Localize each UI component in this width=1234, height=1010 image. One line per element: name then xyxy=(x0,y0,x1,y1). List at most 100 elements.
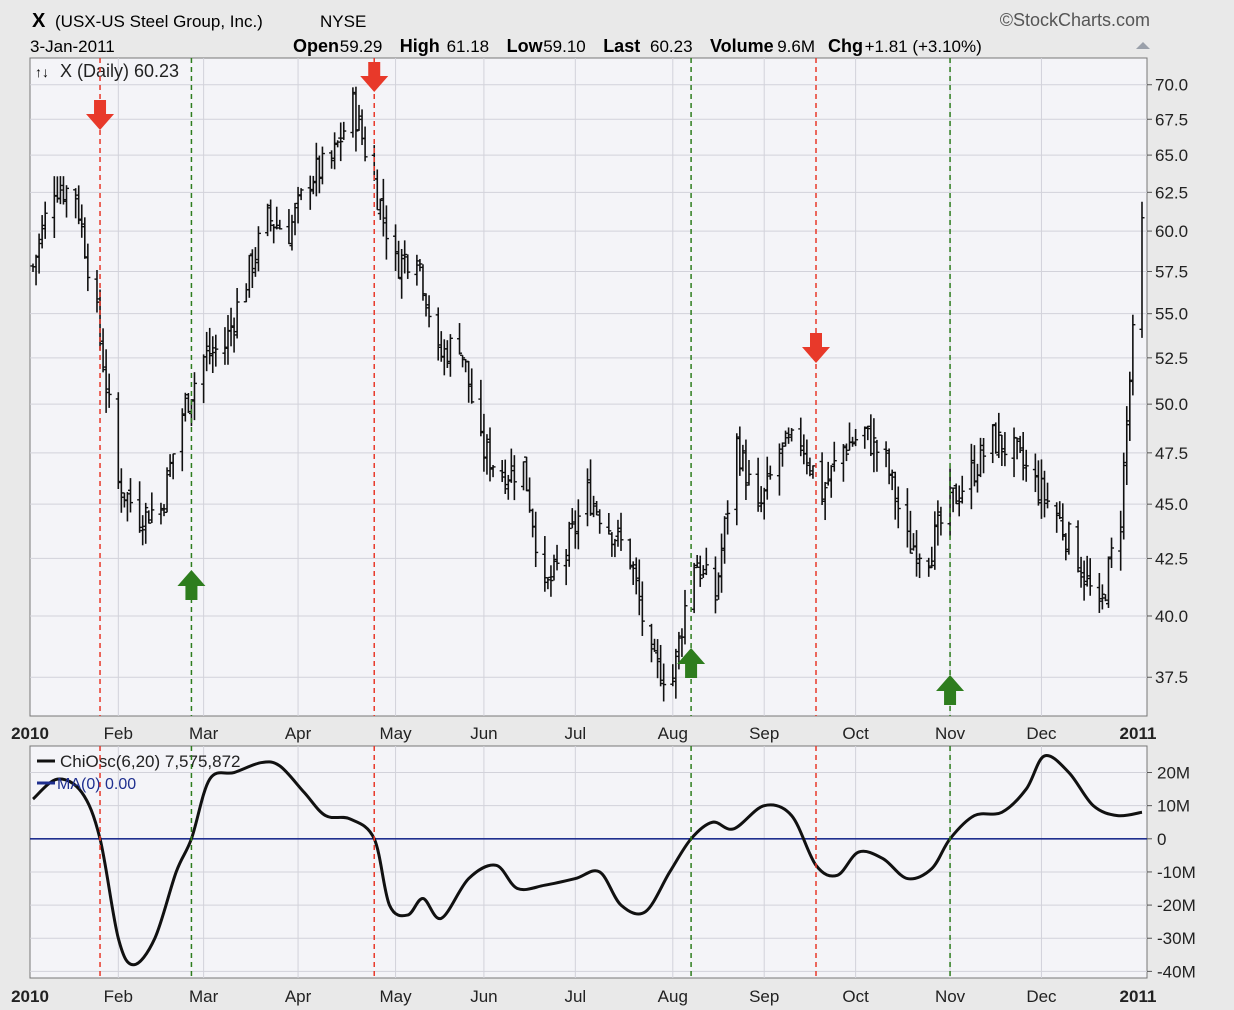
ohlc-bar xyxy=(124,491,130,522)
ohlc-bar xyxy=(103,349,109,413)
ohlc-bar xyxy=(822,481,828,521)
ohlc-bar xyxy=(950,487,956,513)
ohlc-bar xyxy=(265,203,271,237)
x-tick-label: 2011 xyxy=(1120,724,1157,743)
ohlc-bar xyxy=(938,506,944,536)
ohlc-bar xyxy=(907,510,913,554)
ohlc-bar xyxy=(929,546,935,569)
ohlc-bar xyxy=(563,548,569,586)
ohlc-bar xyxy=(712,556,718,614)
ohlc-bar xyxy=(1054,502,1060,533)
ohlc-bar xyxy=(313,142,319,197)
bars-icon: ↑↓ xyxy=(35,64,49,80)
ohlc-bar xyxy=(670,664,676,687)
y-tick-label: 60.0 xyxy=(1155,222,1188,241)
ohlc-bar xyxy=(591,495,597,518)
ohlc-bar xyxy=(533,511,539,568)
ohlc-bar xyxy=(329,150,335,169)
ohlc-bar xyxy=(874,439,880,472)
ohlc-bar xyxy=(460,354,466,368)
stat-value: 61.18 xyxy=(447,37,490,56)
ohlc-bar xyxy=(554,544,560,571)
ohlc-bar xyxy=(36,233,42,274)
ohlc-bar xyxy=(466,360,472,403)
ohlc-bar xyxy=(1035,460,1041,506)
ohlc-bar xyxy=(60,176,66,205)
price-x-axis: 2010 Feb Mar Apr May Jun Jul Aug Sep Oct Nov Dec 201… xyxy=(11,724,1156,743)
ohlc-bar xyxy=(889,469,895,491)
ohlc-bar xyxy=(350,87,356,138)
ohlc-bar xyxy=(636,559,642,616)
ohlc-bar xyxy=(292,202,298,236)
ohlc-bar xyxy=(115,392,121,489)
x-tick-label: Jun xyxy=(470,987,497,1006)
buy-arrow-icon xyxy=(177,570,206,600)
ohlc-bar xyxy=(910,533,916,551)
ohlc-bar xyxy=(374,169,380,211)
x-tick-label: Nov xyxy=(935,724,966,743)
ohlc-bar xyxy=(798,417,804,457)
ohlc-bar xyxy=(478,379,484,437)
ohlc-bar xyxy=(615,519,621,547)
ohlc-bar xyxy=(277,219,283,230)
ohlc-bar xyxy=(82,217,88,259)
stat-label: Low xyxy=(507,36,544,56)
ohlc-bar xyxy=(444,340,450,368)
ohlc-bar xyxy=(222,327,228,365)
ohlc-bar xyxy=(1020,432,1026,481)
ohlc-bar xyxy=(319,146,325,185)
ohlc-bar xyxy=(502,459,508,494)
ohlc-bar xyxy=(1066,521,1072,555)
x-tick-label: Aug xyxy=(658,724,688,743)
collapse-triangle-icon[interactable] xyxy=(1136,42,1150,49)
stat-value: 59.10 xyxy=(543,37,586,56)
ohlc-bar xyxy=(551,554,557,581)
ohlc-bar xyxy=(990,424,996,464)
ohlc-bar xyxy=(655,639,661,679)
ohlc-bar xyxy=(228,307,234,347)
chart-header: X (USX-US Steel Group, Inc.) NYSE ©Stock… xyxy=(30,10,1150,56)
ohlc-bar xyxy=(722,516,728,564)
ohlc-bar xyxy=(137,481,143,533)
ohlc-bar xyxy=(234,287,240,339)
x-tick-label: Feb xyxy=(104,724,133,743)
ohlc-bar xyxy=(140,515,146,546)
ohlc-bar xyxy=(210,336,216,373)
ohlc-bar xyxy=(853,428,859,447)
ohlc-bar xyxy=(490,464,496,478)
ohlc-bar xyxy=(1127,371,1133,441)
ohlc-bar xyxy=(978,437,984,478)
ohlc-bar xyxy=(697,555,703,587)
ohlc-bar xyxy=(743,439,749,500)
ohlc-bar xyxy=(1078,556,1084,588)
ohlc-bar xyxy=(481,413,487,472)
y-tick-label: 40.0 xyxy=(1155,607,1188,626)
ohlc-bar xyxy=(828,465,834,498)
ohlc-bar xyxy=(316,155,322,194)
ohlc-bar xyxy=(956,485,962,517)
ohlc-bar xyxy=(1081,560,1087,601)
ma-legend-text: MA(0) 0.00 xyxy=(57,776,136,793)
ohlc-bar xyxy=(1109,537,1115,568)
ohlc-bar xyxy=(191,372,197,421)
ohlc-bar xyxy=(298,188,304,201)
ohlc-bar xyxy=(764,456,770,500)
brand-watermark: ©StockCharts.com xyxy=(1000,10,1150,30)
ohlc-bar xyxy=(57,176,63,205)
ohlc-bar xyxy=(926,557,932,577)
ohlc-bar xyxy=(1087,558,1093,596)
ohlc-bar xyxy=(33,254,39,286)
stat-label: Volume xyxy=(710,36,774,56)
ohlc-bar xyxy=(399,248,405,299)
ohlc-bar xyxy=(700,565,706,578)
stat-value: +1.81 (+3.10%) xyxy=(865,37,982,56)
ohlc-bar xyxy=(783,430,789,447)
ohlc-bar xyxy=(332,132,338,170)
ohlc-bar xyxy=(1105,556,1111,608)
y-tick-label: 50.0 xyxy=(1155,395,1188,414)
y-tick-label: 47.5 xyxy=(1155,444,1188,463)
ohlc-bar xyxy=(993,422,999,454)
x-tick-label: Nov xyxy=(935,987,966,1006)
price-legend: ↑↓ X (Daily) 60.23 xyxy=(35,61,179,81)
